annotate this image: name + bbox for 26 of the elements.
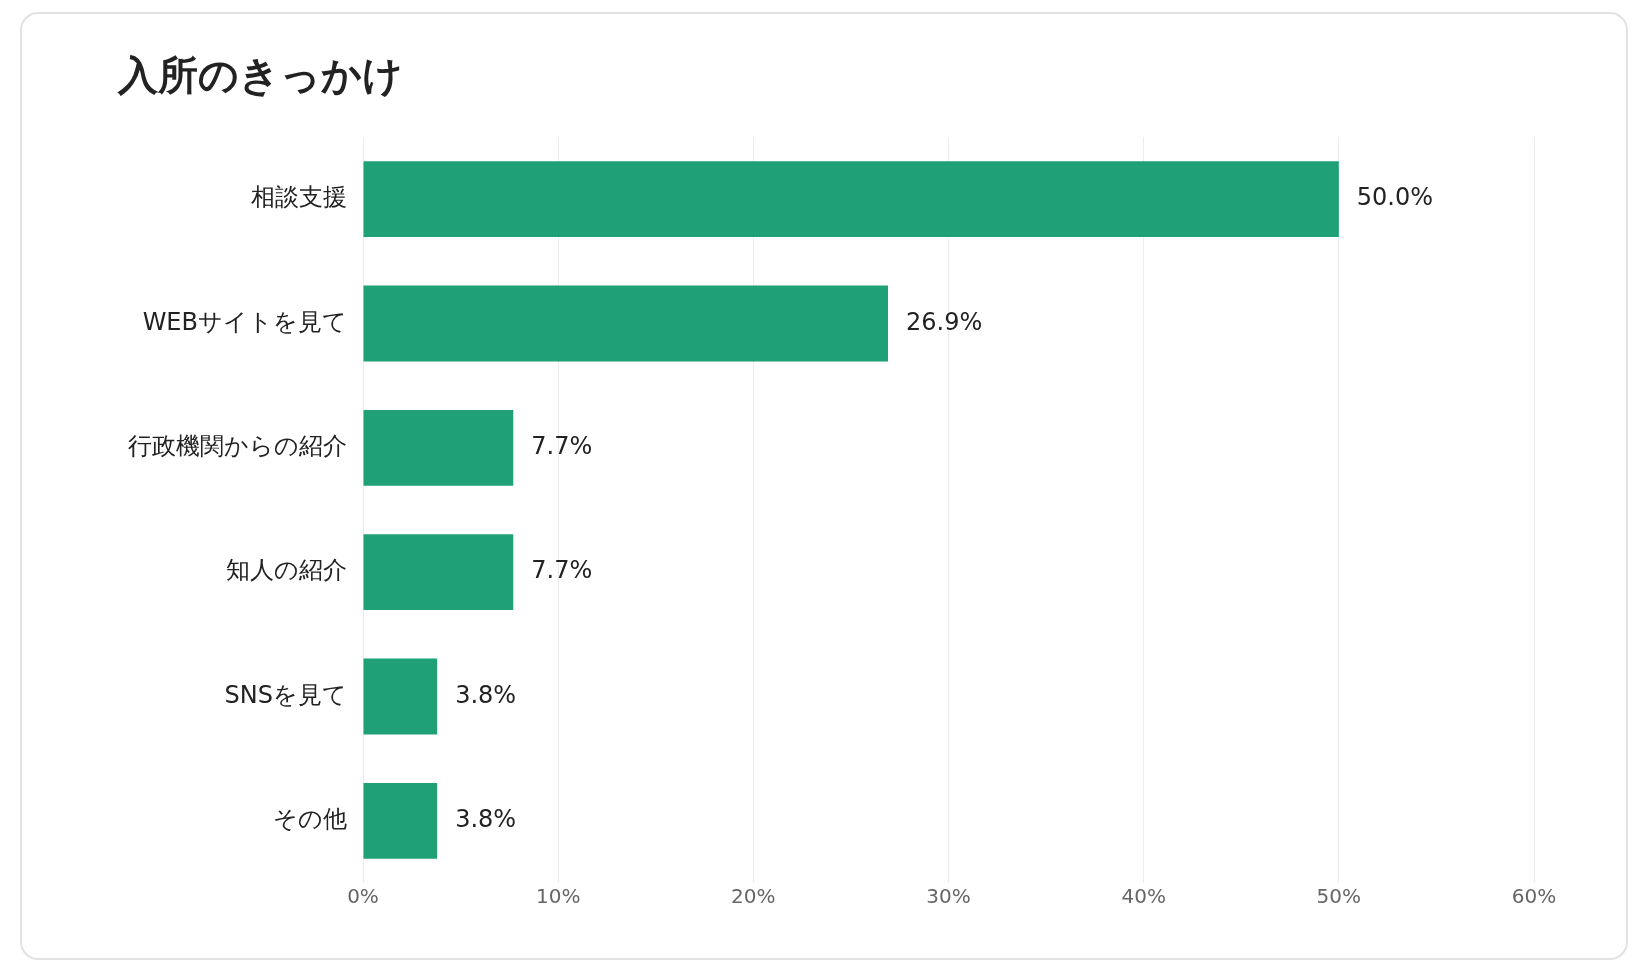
x-tick-label: 60%: [1511, 884, 1557, 909]
data-label: 50.0%: [1356, 183, 1434, 212]
bar: [363, 658, 438, 735]
data-label: 3.8%: [455, 805, 517, 834]
x-tick-label: 30%: [926, 884, 971, 909]
y-tick-label: 相談支援: [251, 183, 347, 212]
bar: [363, 285, 888, 362]
x-tick-label: 50%: [1316, 884, 1362, 909]
x-tick-label: 0%: [347, 884, 379, 909]
chart-title: 入所のきっかけ: [118, 51, 403, 100]
data-label: 7.7%: [531, 556, 593, 585]
y-tick-label: 知人の紹介: [226, 556, 347, 585]
y-tick-label: SNSを見て: [224, 680, 347, 709]
y-tick-label: 行政機関からの紹介: [128, 432, 347, 461]
bar: [363, 534, 514, 611]
y-tick-label: WEBサイトを見て: [142, 307, 347, 336]
data-label: 3.8%: [455, 680, 517, 709]
bar: [363, 161, 1339, 238]
bar: [363, 409, 514, 486]
x-tick-label: 40%: [1121, 884, 1166, 909]
data-label: 7.7%: [531, 432, 593, 461]
bar: [363, 782, 438, 859]
data-label: 26.9%: [906, 307, 983, 336]
y-tick-label: その他: [273, 805, 347, 834]
x-tick-label: 20%: [731, 884, 776, 909]
x-tick-label: 10%: [535, 884, 581, 909]
